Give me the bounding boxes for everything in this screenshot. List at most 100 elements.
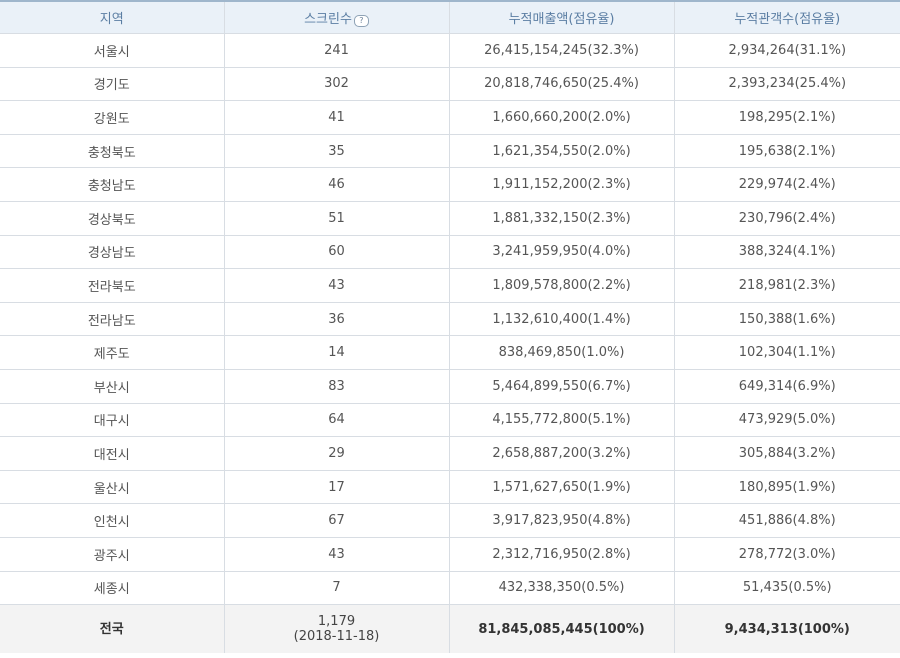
header-region-label: 지역	[99, 12, 124, 27]
header-revenue: 누적매출액(점유율)	[448, 1, 675, 34]
total-revenue: 81,845,085,445(100%)	[448, 604, 675, 654]
cell-region: 서울시	[0, 33, 225, 68]
cell-region: 울산시	[0, 469, 225, 505]
cell-screens: 29	[223, 436, 450, 471]
header-screens: 스크린수?	[223, 1, 450, 34]
cell-screens: 43	[223, 536, 450, 572]
cell-region: 강원도	[0, 100, 225, 135]
cell-screens: 7	[223, 570, 450, 606]
total-date: (2018-11-18)	[293, 629, 380, 645]
table-row: 부산시 83 5,464,899,550(6.7%) 649,314(6.9%)	[0, 368, 900, 404]
cell-audience: 278,772(3.0%)	[673, 536, 900, 572]
cell-region: 부산시	[0, 368, 225, 404]
table-row: 서울시 241 26,415,154,245(32.3%) 2,934,264(31.…	[0, 33, 900, 68]
cell-region: 경상북도	[0, 200, 225, 236]
cell-revenue: 1,571,627,650(1.9%)	[448, 469, 675, 505]
cell-audience: 388,324(4.1%)	[673, 234, 900, 270]
total-region: 전국	[0, 604, 225, 654]
cell-region: 경상남도	[0, 234, 225, 270]
cell-revenue: 838,469,850(1.0%)	[448, 335, 675, 370]
table-row: 전라남도 36 1,132,610,400(1.4%) 150,388(1.6%)	[0, 301, 900, 337]
cell-region: 광주시	[0, 536, 225, 572]
cell-audience: 473,929(5.0%)	[673, 402, 900, 438]
cell-screens: 83	[223, 368, 450, 404]
total-screens-cell: 1,179 (2018-11-18)	[223, 604, 450, 654]
table-row: 전라북도 43 1,809,578,800(2.2%) 218,981(2.3%)	[0, 268, 900, 303]
cell-revenue: 1,621,354,550(2.0%)	[448, 133, 675, 169]
header-screens-label: 스크린수	[304, 12, 352, 27]
cell-audience: 102,304(1.1%)	[673, 335, 900, 370]
table-row: 충청북도 35 1,621,354,550(2.0%) 195,638(2.1%)	[0, 133, 900, 169]
cell-revenue: 1,132,610,400(1.4%)	[448, 301, 675, 337]
table-row: 세종시 7 432,338,350(0.5%) 51,435(0.5%)	[0, 570, 900, 606]
total-row: 전국 1,179 (2018-11-18) 81,845,085,445(100…	[0, 604, 900, 654]
cell-region: 대구시	[0, 402, 225, 438]
header-audience-label: 누적관객수(점유율)	[734, 12, 841, 27]
cell-audience: 51,435(0.5%)	[673, 570, 900, 606]
cell-revenue: 1,660,660,200(2.0%)	[448, 100, 675, 135]
cell-region: 충청남도	[0, 167, 225, 202]
cell-screens: 14	[223, 335, 450, 370]
cell-revenue: 4,155,772,800(5.1%)	[448, 402, 675, 438]
cell-screens: 41	[223, 100, 450, 135]
cell-screens: 36	[223, 301, 450, 337]
cell-revenue: 1,809,578,800(2.2%)	[448, 268, 675, 303]
header-row: 지역 스크린수? 누적매출액(점유율) 누적관객수(점유율)	[0, 1, 900, 34]
table-row: 경상남도 60 3,241,959,950(4.0%) 388,324(4.1%)	[0, 234, 900, 270]
cell-audience: 451,886(4.8%)	[673, 503, 900, 538]
table-body: 서울시 241 26,415,154,245(32.3%) 2,934,264(31.…	[0, 33, 900, 606]
cell-audience: 649,314(6.9%)	[673, 368, 900, 404]
cell-audience: 180,895(1.9%)	[673, 469, 900, 505]
cell-audience: 195,638(2.1%)	[673, 133, 900, 169]
cell-region: 전라남도	[0, 301, 225, 337]
cell-region: 전라북도	[0, 268, 225, 303]
help-icon[interactable]: ?	[353, 15, 369, 27]
table-row: 제주도 14 838,469,850(1.0%) 102,304(1.1%)	[0, 335, 900, 370]
cell-screens: 51	[223, 200, 450, 236]
cell-audience: 198,295(2.1%)	[673, 100, 900, 135]
table-row: 강원도 41 1,660,660,200(2.0%) 198,295(2.1%)	[0, 100, 900, 135]
cell-revenue: 26,415,154,245(32.3%)	[448, 33, 675, 68]
cell-region: 대전시	[0, 436, 225, 471]
cell-audience: 2,934,264(31.1%)	[673, 33, 900, 68]
cell-region: 제주도	[0, 335, 225, 370]
cell-revenue: 2,658,887,200(3.2%)	[448, 436, 675, 471]
cell-screens: 35	[223, 133, 450, 169]
cell-screens: 60	[223, 234, 450, 270]
header-revenue-label: 누적매출액(점유율)	[508, 12, 615, 27]
table-row: 충청남도 46 1,911,152,200(2.3%) 229,974(2.4%)	[0, 167, 900, 202]
total-screens: 1,179	[317, 614, 356, 630]
table-row: 대전시 29 2,658,887,200(3.2%) 305,884(3.2%)	[0, 436, 900, 471]
cell-revenue: 432,338,350(0.5%)	[448, 570, 675, 606]
table-header: 지역 스크린수? 누적매출액(점유율) 누적관객수(점유율)	[0, 1, 900, 34]
cell-region: 충청북도	[0, 133, 225, 169]
cell-revenue: 1,881,332,150(2.3%)	[448, 200, 675, 236]
table-row: 광주시 43 2,312,716,950(2.8%) 278,772(3.0%)	[0, 536, 900, 572]
table-row: 경기도 302 20,818,746,650(25.4%) 2,393,234(25.…	[0, 66, 900, 102]
cell-screens: 67	[223, 503, 450, 538]
cell-screens: 46	[223, 167, 450, 202]
total-audience: 9,434,313(100%)	[673, 604, 900, 654]
cell-audience: 229,974(2.4%)	[673, 167, 900, 202]
cell-revenue: 5,464,899,550(6.7%)	[448, 368, 675, 404]
cell-revenue: 3,917,823,950(4.8%)	[448, 503, 675, 538]
cell-audience: 150,388(1.6%)	[673, 301, 900, 337]
table-row: 울산시 17 1,571,627,650(1.9%) 180,895(1.9%)	[0, 469, 900, 505]
table-row: 대구시 64 4,155,772,800(5.1%) 473,929(5.0%)	[0, 402, 900, 438]
table-footer: 전국 1,179 (2018-11-18) 81,845,085,445(100…	[0, 604, 900, 654]
cell-revenue: 20,818,746,650(25.4%)	[448, 66, 675, 102]
cell-region: 경기도	[0, 66, 225, 102]
header-region: 지역	[0, 1, 225, 34]
cell-screens: 241	[223, 33, 450, 68]
cell-screens: 302	[223, 66, 450, 102]
header-audience: 누적관객수(점유율)	[673, 1, 900, 34]
cell-audience: 2,393,234(25.4%)	[673, 66, 900, 102]
table-row: 경상북도 51 1,881,332,150(2.3%) 230,796(2.4%)	[0, 200, 900, 236]
table-row: 인천시 67 3,917,823,950(4.8%) 451,886(4.8%)	[0, 503, 900, 538]
cell-revenue: 2,312,716,950(2.8%)	[448, 536, 675, 572]
cell-audience: 305,884(3.2%)	[673, 436, 900, 471]
cell-region: 세종시	[0, 570, 225, 606]
cell-audience: 230,796(2.4%)	[673, 200, 900, 236]
cell-screens: 17	[223, 469, 450, 505]
